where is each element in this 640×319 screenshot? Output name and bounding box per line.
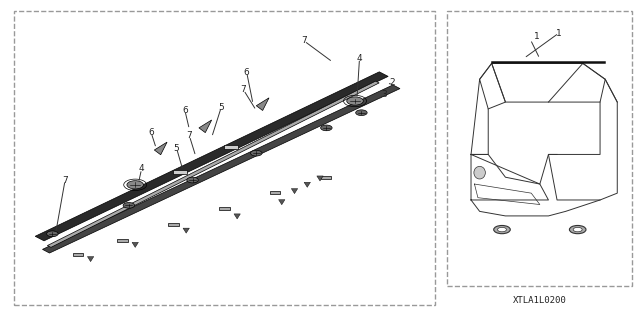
Text: 5: 5 [173, 144, 179, 153]
Bar [173, 170, 187, 174]
Circle shape [493, 226, 510, 234]
Polygon shape [183, 228, 189, 233]
Polygon shape [291, 189, 298, 194]
Circle shape [127, 181, 143, 189]
Bar [73, 253, 83, 256]
Text: 6: 6 [244, 68, 250, 77]
Bar [220, 207, 230, 210]
Polygon shape [42, 85, 400, 253]
Text: 7: 7 [301, 36, 307, 45]
Text: 7: 7 [241, 85, 246, 94]
Circle shape [250, 150, 262, 156]
Circle shape [573, 227, 582, 232]
Text: XTLA1L0200: XTLA1L0200 [513, 296, 566, 305]
Polygon shape [278, 200, 285, 205]
Polygon shape [317, 176, 323, 181]
Text: 1: 1 [534, 32, 540, 41]
Circle shape [347, 97, 364, 105]
Polygon shape [154, 142, 167, 155]
Circle shape [123, 203, 134, 208]
Text: 6: 6 [148, 128, 154, 137]
Text: 5: 5 [218, 103, 224, 112]
Text: 4: 4 [139, 165, 145, 174]
Text: 7: 7 [186, 131, 192, 140]
Bar [117, 239, 127, 242]
Text: 1: 1 [556, 28, 562, 38]
Bar [168, 223, 179, 226]
Text: 6: 6 [182, 106, 188, 115]
Polygon shape [47, 81, 379, 247]
Text: 2: 2 [390, 78, 396, 86]
Bar [224, 145, 238, 149]
Polygon shape [35, 72, 388, 241]
Bar [447, 11, 632, 286]
Polygon shape [256, 98, 269, 110]
Text: 7: 7 [62, 175, 68, 185]
Polygon shape [234, 214, 241, 219]
Polygon shape [88, 256, 94, 262]
Circle shape [187, 177, 198, 183]
Text: 3: 3 [381, 90, 387, 99]
Bar [270, 191, 280, 194]
Circle shape [497, 227, 506, 232]
Polygon shape [199, 120, 212, 133]
Bar [321, 175, 332, 179]
Polygon shape [132, 242, 138, 248]
Circle shape [570, 226, 586, 234]
Bar [14, 11, 435, 305]
Circle shape [356, 110, 367, 115]
Polygon shape [304, 182, 310, 187]
Text: 4: 4 [356, 54, 362, 63]
Circle shape [47, 231, 58, 237]
Ellipse shape [474, 166, 485, 179]
Circle shape [321, 125, 332, 131]
